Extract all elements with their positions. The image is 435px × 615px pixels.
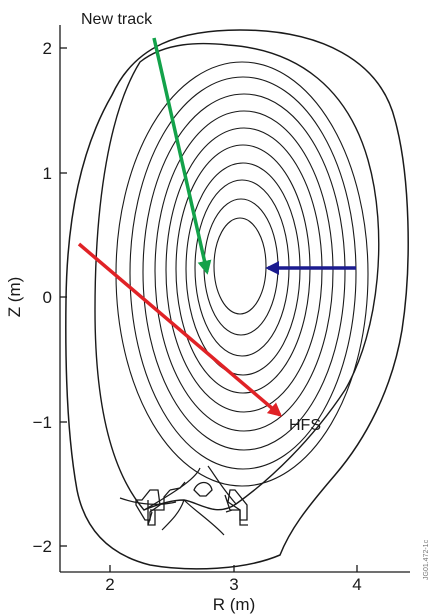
flux-surface — [115, 61, 369, 487]
y-ticks — [60, 47, 67, 547]
y-tick-label-1: 1 — [43, 164, 52, 183]
flux-surface — [129, 76, 357, 470]
y-tick-label-0: 0 — [43, 288, 52, 307]
hfs-arrow — [77, 242, 283, 417]
figure-code: JG01.472-1c — [423, 539, 430, 580]
hfs-label: HFS — [289, 417, 321, 434]
flux-surface — [142, 93, 346, 451]
flux-surface — [213, 217, 267, 315]
y-tick-label-2: 2 — [43, 39, 52, 58]
x-tick-label-2: 2 — [105, 575, 114, 594]
x-tick-label-3: 3 — [229, 575, 238, 594]
flux-surfaces — [115, 61, 369, 487]
plasma-boundary — [94, 42, 380, 511]
flux-surface — [154, 110, 334, 432]
divertor-floor — [135, 489, 248, 521]
flux-surface — [203, 198, 279, 336]
new-track-label: New track — [81, 11, 153, 28]
vessel-wall — [65, 29, 409, 570]
axes — [59, 25, 410, 573]
flux-surface — [165, 127, 323, 413]
y-tick-label-neg2: −2 — [33, 537, 52, 556]
x-tick-label-4: 4 — [352, 575, 361, 594]
y-tick-label-neg1: −1 — [33, 413, 52, 432]
new-track-arrow — [152, 37, 212, 275]
y-axis-label: Z (m) — [5, 277, 24, 318]
x-axis-label: R (m) — [213, 595, 255, 614]
